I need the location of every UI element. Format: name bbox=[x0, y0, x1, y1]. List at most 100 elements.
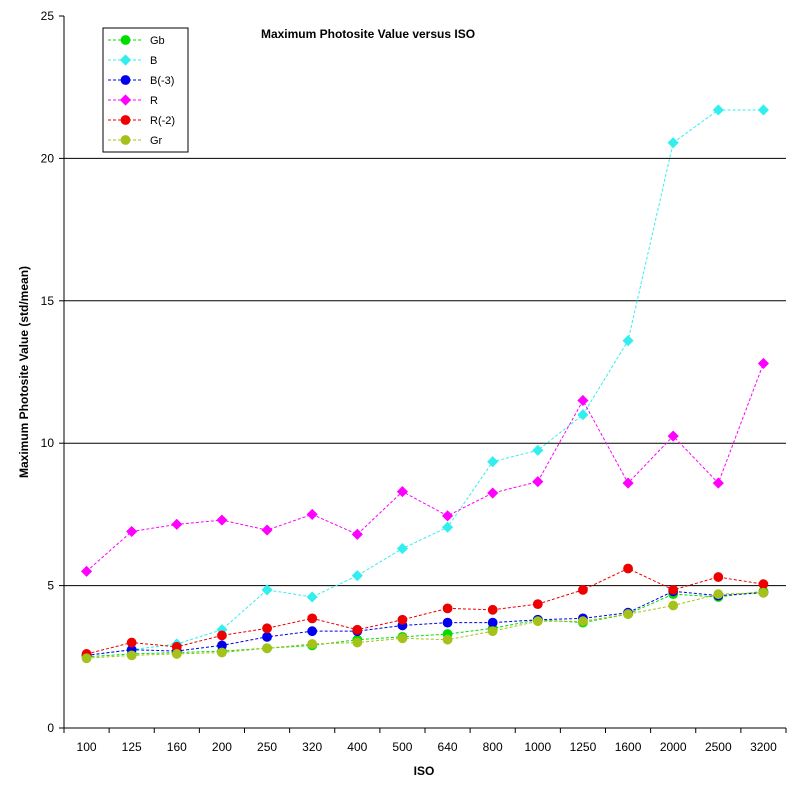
legend-label: Gr bbox=[150, 135, 163, 147]
data-point-gr bbox=[668, 600, 679, 611]
data-point-r bbox=[487, 487, 499, 499]
data-point-r bbox=[667, 430, 679, 442]
data-point-b-3 bbox=[487, 617, 498, 628]
x-tick-label: 1600 bbox=[615, 740, 642, 754]
data-point-b bbox=[261, 584, 273, 596]
data-point-r-2 bbox=[578, 584, 588, 595]
legend-label: R(-2) bbox=[150, 115, 175, 127]
data-point-gr bbox=[487, 626, 498, 637]
data-point-gr bbox=[442, 634, 453, 645]
data-point-b bbox=[396, 543, 409, 555]
data-point-r bbox=[171, 518, 183, 530]
data-point-r-2 bbox=[713, 572, 724, 582]
legend: Gb B B(-3) R R(-2) Gr bbox=[102, 27, 189, 153]
data-point-gr bbox=[532, 616, 543, 627]
x-tick-label: 1000 bbox=[524, 740, 551, 754]
data-point-r bbox=[577, 394, 589, 407]
data-point-gr bbox=[713, 589, 724, 600]
data-point-r bbox=[261, 524, 273, 536]
data-point-r bbox=[532, 476, 544, 488]
y-tick-label: 25 bbox=[41, 9, 55, 23]
series-line-r-2 bbox=[86, 567, 764, 655]
data-point-b bbox=[487, 456, 499, 468]
x-tick-label: 200 bbox=[212, 740, 232, 754]
series-line-gr bbox=[86, 592, 764, 659]
data-point-r-2 bbox=[217, 630, 227, 641]
data-point-r-2 bbox=[487, 604, 498, 615]
legend-item-r: R bbox=[108, 94, 158, 107]
data-point-r bbox=[80, 565, 93, 577]
data-point-gr bbox=[352, 637, 363, 648]
x-tick-label: 2500 bbox=[705, 740, 732, 754]
data-point-b bbox=[532, 444, 544, 456]
data-point-r-2 bbox=[352, 624, 363, 635]
x-tick-label: 800 bbox=[483, 740, 503, 754]
x-tick-label: 250 bbox=[257, 740, 277, 754]
data-point-r-2 bbox=[126, 637, 137, 648]
series-group bbox=[80, 104, 770, 664]
data-point-r bbox=[351, 528, 363, 540]
y-tick-label: 5 bbox=[47, 579, 54, 593]
axes: 0 5 10 15 20 25 100 125 160 200 250 320 400 500 640 800… bbox=[41, 9, 787, 754]
legend-item-b: B bbox=[108, 54, 157, 67]
series-line-r bbox=[86, 363, 764, 572]
data-point-r-2 bbox=[442, 603, 453, 614]
y-tick-label: 0 bbox=[47, 721, 54, 735]
x-tick-label: 320 bbox=[302, 740, 322, 754]
data-point-r bbox=[396, 486, 409, 498]
x-tick-label: 1250 bbox=[570, 740, 597, 754]
x-tick-label: 500 bbox=[392, 740, 412, 754]
data-point-r-2 bbox=[397, 614, 408, 625]
legend-label: B bbox=[150, 55, 157, 67]
legend-marker bbox=[120, 135, 131, 145]
y-tick-label: 20 bbox=[41, 151, 55, 165]
legend-item-r-2: R(-2) bbox=[108, 115, 175, 127]
data-point-b bbox=[351, 570, 363, 582]
data-point-b bbox=[757, 104, 770, 116]
y-tick-label: 15 bbox=[41, 294, 55, 308]
legend-marker bbox=[119, 94, 132, 106]
data-point-b bbox=[712, 104, 724, 116]
x-tick-label: 2000 bbox=[660, 740, 687, 754]
y-tick-label: 10 bbox=[41, 436, 55, 450]
legend-item-b-3: B(-3) bbox=[108, 75, 174, 87]
legend-marker bbox=[120, 115, 131, 125]
data-point-gr bbox=[217, 647, 227, 658]
data-point-r-2 bbox=[307, 613, 318, 624]
data-point-r-2 bbox=[532, 599, 543, 610]
legend-marker bbox=[119, 54, 132, 66]
data-point-r bbox=[306, 508, 318, 520]
data-point-gr bbox=[758, 587, 769, 598]
series-line-gb bbox=[86, 590, 764, 658]
legend-label: Gb bbox=[150, 35, 165, 47]
data-point-b-3 bbox=[442, 617, 453, 628]
data-point-r bbox=[126, 525, 138, 538]
data-point-b bbox=[622, 335, 634, 347]
data-point-r-2 bbox=[262, 623, 272, 634]
x-tick-label: 100 bbox=[77, 740, 97, 754]
data-point-gr bbox=[81, 653, 92, 664]
legend-item-gr: Gr bbox=[108, 135, 163, 147]
x-tick-label: 400 bbox=[347, 740, 367, 754]
data-point-b-3 bbox=[262, 631, 272, 642]
legend-marker bbox=[120, 75, 131, 85]
legend-label: R bbox=[150, 95, 158, 107]
data-point-gr bbox=[578, 616, 588, 627]
legend-item-gb: Gb bbox=[108, 35, 165, 47]
series-gr bbox=[81, 587, 769, 664]
series-line-b bbox=[86, 109, 764, 656]
data-point-gr bbox=[262, 643, 272, 654]
data-point-gr bbox=[397, 633, 408, 644]
chart-title: Maximum Photosite Value versus ISO bbox=[261, 27, 475, 41]
data-point-r bbox=[712, 477, 724, 489]
data-point-r bbox=[622, 477, 634, 489]
x-tick-label: 160 bbox=[167, 740, 187, 754]
data-point-gr bbox=[307, 639, 318, 649]
series-line-b-3 bbox=[86, 590, 764, 656]
y-axis-title: Maximum Photosite Value (std/mean) bbox=[17, 266, 31, 478]
x-axis-title: ISO bbox=[414, 764, 435, 778]
x-tick-label: 125 bbox=[122, 740, 142, 754]
data-point-r bbox=[757, 357, 770, 370]
data-point-r bbox=[216, 514, 228, 526]
